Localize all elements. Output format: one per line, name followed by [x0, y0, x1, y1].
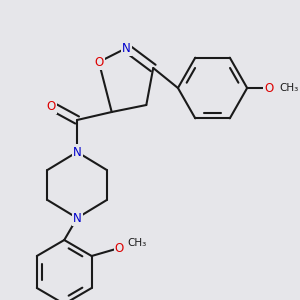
Text: CH₃: CH₃ [128, 238, 147, 248]
Text: O: O [115, 242, 124, 254]
Text: O: O [264, 82, 274, 94]
Text: N: N [73, 212, 82, 224]
Text: CH₃: CH₃ [279, 83, 298, 93]
Text: N: N [73, 146, 82, 158]
Text: N: N [122, 41, 131, 55]
Text: O: O [94, 56, 104, 68]
Text: O: O [47, 100, 56, 112]
